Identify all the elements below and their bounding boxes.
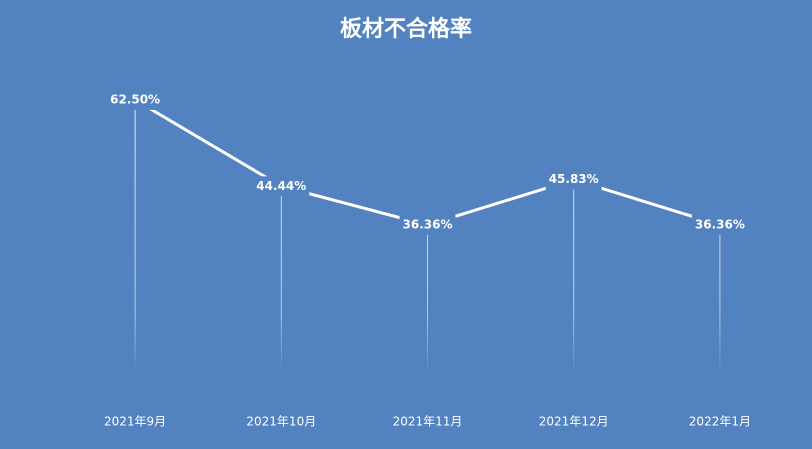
x-tick-label: 2022年1月 [689,415,751,429]
value-label-bg [545,169,602,190]
value-label: 45.83% [549,172,599,186]
x-tick-label: 2021年11月 [393,415,463,429]
value-label-bg [691,214,748,235]
value-label-bg [107,89,164,110]
value-label: 44.44% [256,179,306,193]
value-label: 62.50% [110,92,160,106]
value-label: 36.36% [695,217,745,231]
x-tick-label: 2021年10月 [246,415,316,429]
value-label-bg [399,214,456,235]
value-label-bg [253,176,310,197]
x-tick-label: 2021年12月 [539,415,609,429]
x-tick-label: 2021年9月 [104,415,166,429]
chart-title: 板材不合格率 [340,16,472,42]
value-label: 36.36% [403,217,453,231]
